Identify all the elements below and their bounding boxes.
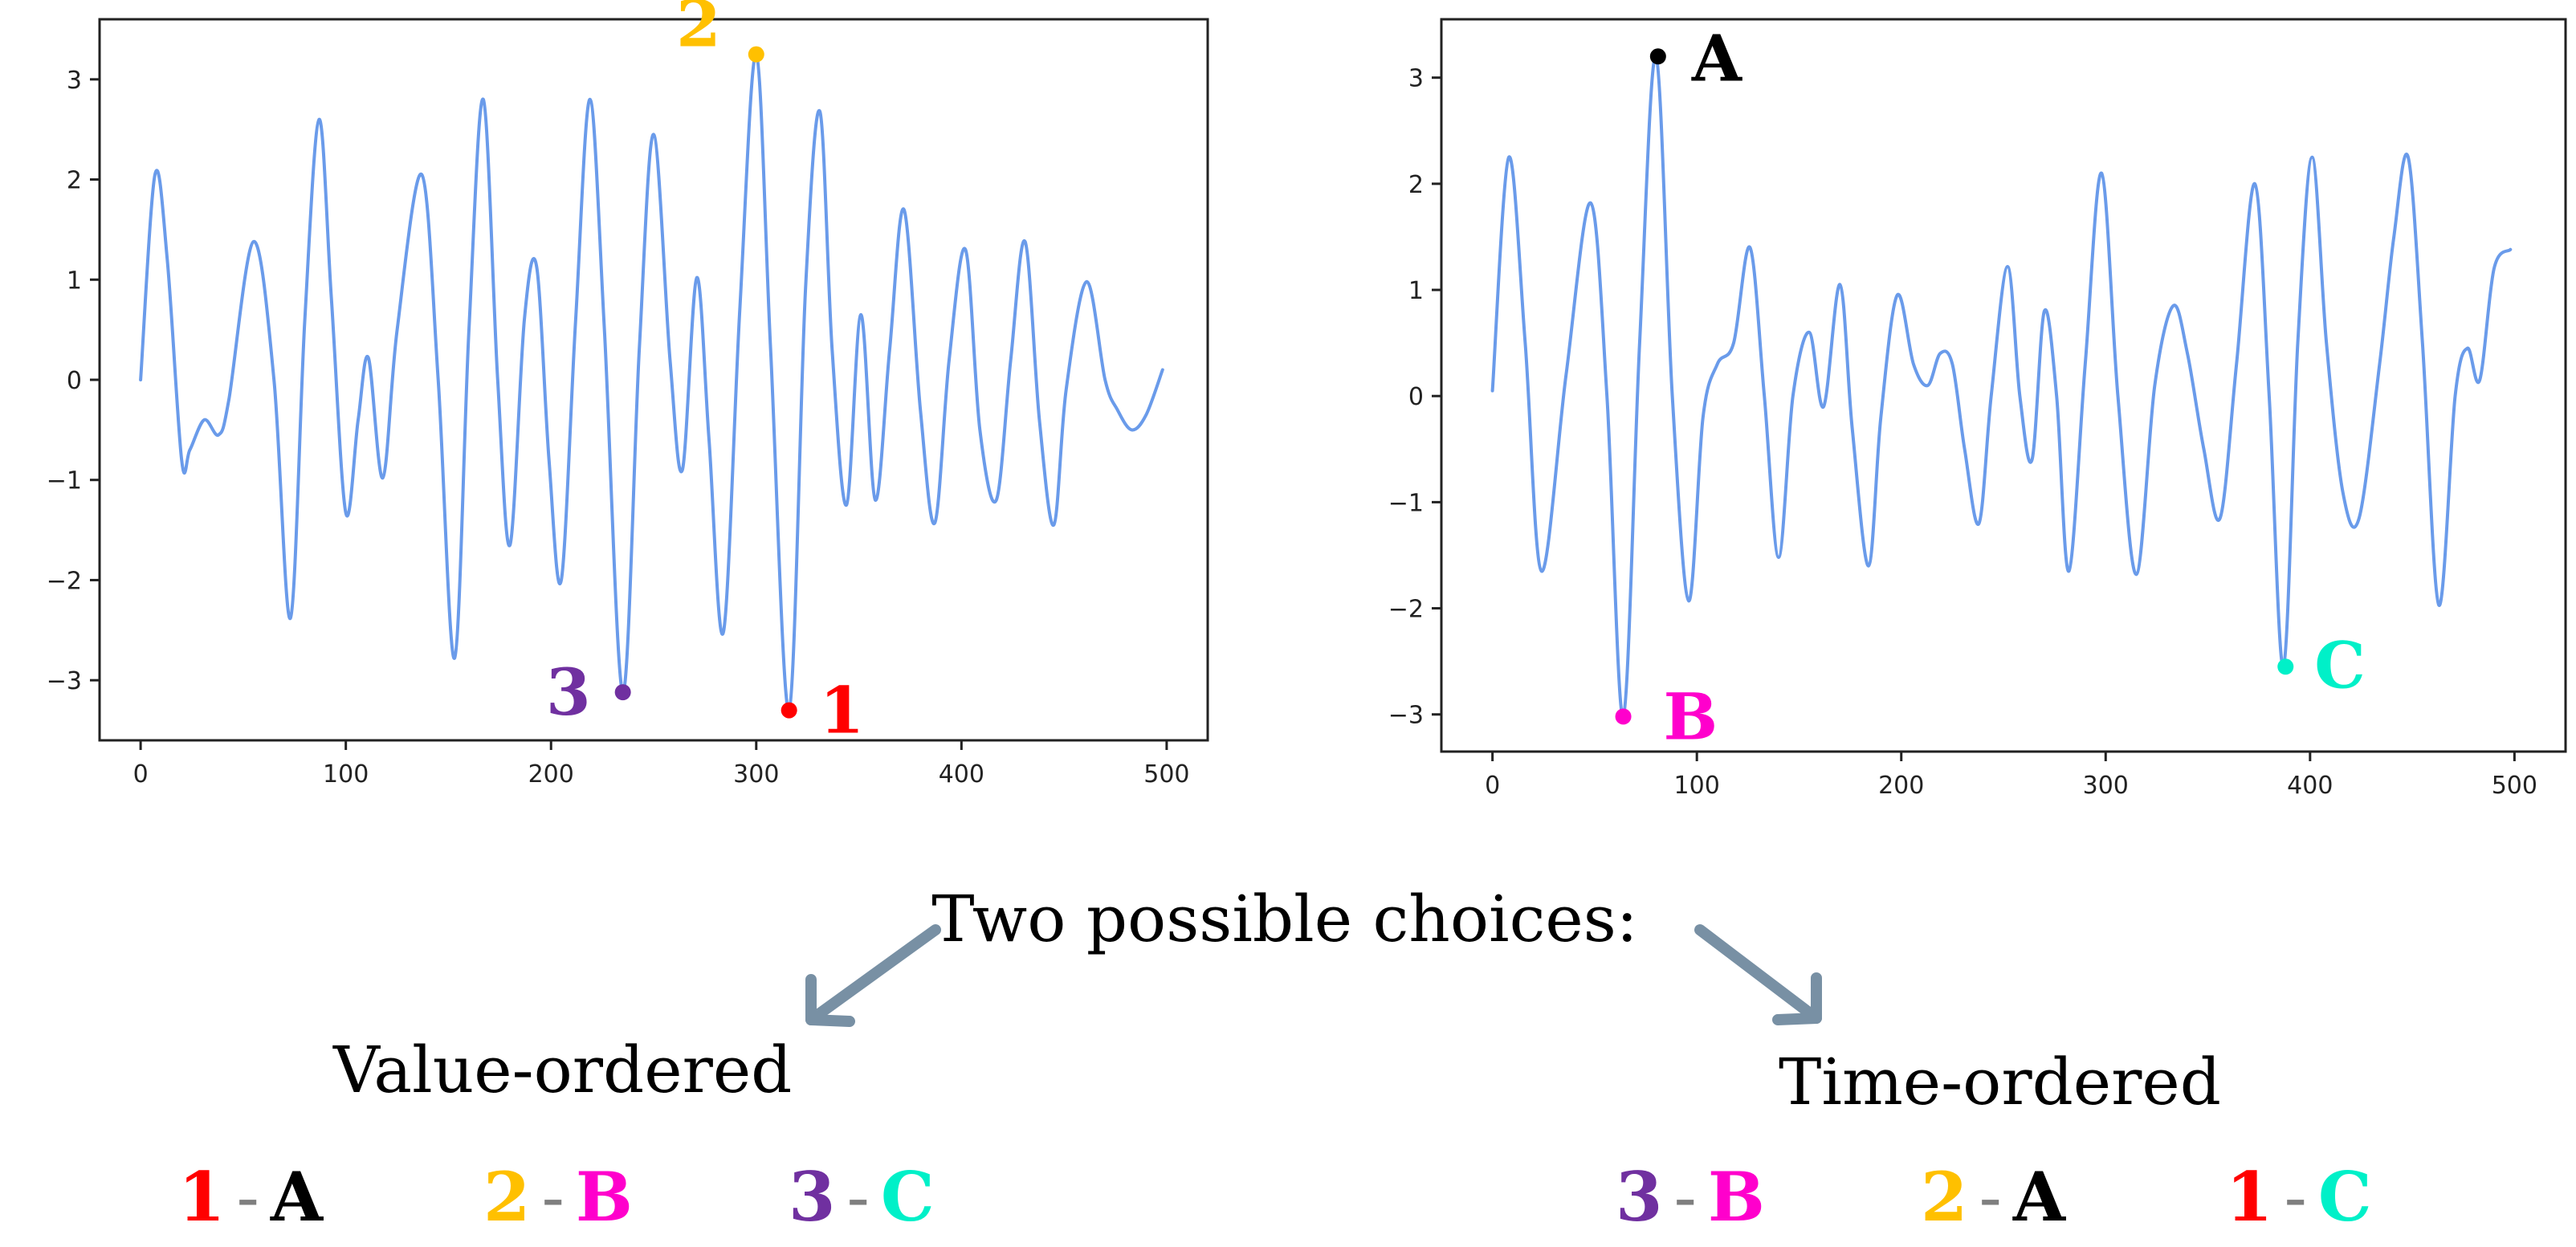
y-tick-label: 1 [1408,277,1424,305]
x-tick-label: 300 [2083,772,2129,800]
plot-left-ticks: 0 100 200 300 400 500 −3 −2 −1 0 1 2 3 [47,67,1190,789]
pair-letter: C [881,1157,935,1237]
marker-label-B: B [1664,679,1718,754]
pair-number: 1 [2226,1157,2272,1237]
time-ordered-pair-2: 2-A [1921,1157,2067,1237]
plot-left: 0 100 200 300 400 500 −3 −2 −1 0 1 2 3 2 3 1 [47,0,1209,789]
y-tick-label: −3 [1388,702,1424,730]
y-tick-label: −2 [47,567,82,595]
pair-letter: B [1708,1157,1765,1237]
y-tick-label: 1 [67,267,82,295]
plot-right-frame [1440,18,2567,753]
y-tick-label: −2 [1388,596,1424,624]
marker-label-2: 2 [676,0,721,62]
plot-right: 0 100 200 300 400 500 −3 −2 −1 0 1 2 3 A B C [1388,18,2567,800]
x-tick-label: 500 [1143,760,1189,789]
time-ordered-pair-1: 3-B [1616,1157,1765,1237]
marker-point-B [1615,708,1632,725]
x-tick-label: 400 [2287,772,2333,800]
y-tick-label: −3 [47,667,82,695]
y-tick-label: −1 [1388,489,1424,517]
arrows [805,924,1822,1027]
y-tick-label: 0 [67,367,82,395]
x-tick-label: 0 [1485,772,1500,800]
plot-right-series-line [1490,55,2513,719]
plot-right-ticks: 0 100 200 300 400 500 −3 −2 −1 0 1 2 3 [1388,65,2537,800]
arrow-left-head [805,974,855,1027]
pair-separator: - [2284,1158,2306,1237]
marker-point-C [2277,658,2294,675]
marker-label-1: 1 [820,673,865,748]
pair-separator: - [541,1158,564,1237]
caption: Two possible choices: Value-ordered Time… [178,882,2372,1237]
y-tick-label: 0 [1408,383,1424,411]
value-ordered-pair-1: 1-A [178,1157,324,1237]
marker-point-1 [781,702,797,719]
x-tick-label: 200 [528,760,574,789]
plot-left-annotations: 2 3 1 [546,0,864,748]
x-tick-label: 100 [1674,772,1720,800]
arrow-left-shaft [805,924,941,1025]
pair-letter: A [270,1157,324,1237]
plot-right-annotations: A B C [1615,20,2366,754]
marker-point-A [1649,48,1666,65]
marker-point-3 [614,684,631,701]
arrow-right-head [1772,972,1822,1025]
y-tick-label: 2 [67,167,82,195]
value-ordered-heading: Value-ordered [332,1033,792,1107]
pair-separator: - [236,1158,259,1237]
marker-point-2 [748,46,764,63]
x-tick-label: 200 [1878,772,1924,800]
pair-number: 1 [178,1157,225,1237]
pair-number: 2 [483,1157,530,1237]
time-ordered-pair-3: 1-C [2226,1157,2372,1237]
plot-left-series-line [139,52,1164,712]
y-tick-label: −1 [47,467,82,495]
x-tick-label: 300 [733,760,779,789]
pair-letter: A [2012,1157,2067,1237]
y-tick-label: 3 [1408,65,1424,93]
marker-label-3: 3 [546,654,591,730]
pair-number: 2 [1921,1157,1967,1237]
x-tick-label: 400 [939,760,984,789]
pair-separator: - [846,1158,869,1237]
marker-label-C: C [2314,627,2366,703]
pair-letter: B [576,1157,633,1237]
value-ordered-pair-3: 3-C [789,1157,935,1237]
x-tick-label: 0 [133,760,149,789]
question-text: Two possible choices: [931,882,1637,956]
y-tick-label: 2 [1408,171,1424,199]
pair-number: 3 [789,1157,835,1237]
x-tick-label: 500 [2492,772,2537,800]
time-ordered-heading: Time-ordered [1779,1045,2221,1119]
pair-separator: - [1673,1158,1696,1237]
value-ordered-pair-2: 2-B [483,1157,633,1237]
arrow-right-shaft [1694,924,1822,1024]
plot-left-frame [98,18,1209,742]
pair-separator: - [1979,1158,2001,1237]
x-tick-label: 100 [323,760,369,789]
y-tick-label: 3 [67,67,82,95]
pair-letter: C [2318,1157,2372,1237]
marker-label-A: A [1691,20,1742,96]
pair-number: 3 [1616,1157,1662,1237]
